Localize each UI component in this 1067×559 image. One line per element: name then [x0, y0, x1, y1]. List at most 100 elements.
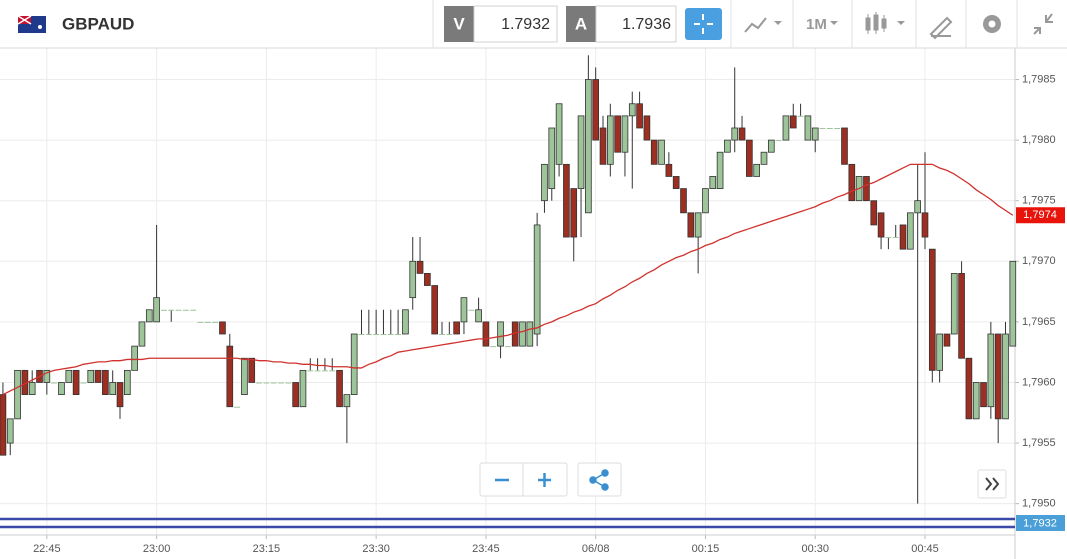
crosshair-icon [694, 14, 713, 34]
candle-body [899, 224, 907, 250]
candle-body [102, 369, 109, 395]
indicator-button[interactable] [865, 12, 905, 34]
candle-body [109, 382, 117, 395]
settings-button[interactable] [983, 15, 1001, 33]
y-tick-label: 1,7970 [1022, 255, 1056, 267]
bid-button[interactable] [444, 6, 474, 42]
candle-body [204, 321, 211, 323]
candle-body [994, 333, 1002, 420]
candle-body [358, 334, 365, 336]
candle-body [226, 345, 234, 408]
candle-body [716, 151, 724, 189]
candle-body [760, 151, 768, 165]
y-tick-label: 1,7965 [1022, 316, 1056, 328]
x-tick-label: 23:00 [143, 543, 171, 555]
candle-body [819, 127, 826, 129]
candle-body [533, 224, 541, 335]
x-tick-label: 06/08 [582, 543, 610, 555]
timeframe-button[interactable]: 1M [806, 16, 827, 33]
candle-body [329, 370, 336, 372]
candle-body [475, 309, 482, 323]
flag-icon [17, 15, 46, 33]
candle-body [980, 382, 987, 408]
candle-body [424, 273, 431, 286]
candle-body [145, 309, 153, 323]
candle-body [753, 163, 761, 177]
candle-body [65, 369, 73, 383]
candle-body [775, 140, 782, 142]
candle-body [1002, 333, 1009, 420]
candle-body [124, 369, 131, 395]
candle-body [153, 297, 160, 323]
candle-body [182, 309, 189, 311]
zoom-in-button[interactable] [538, 473, 551, 487]
candle-body [504, 346, 511, 348]
candle-body [570, 188, 578, 238]
candle-body [160, 309, 167, 311]
bid-tag [1016, 515, 1065, 531]
y-tick-label: 1,7985 [1022, 73, 1056, 85]
candle-body [650, 139, 658, 165]
candle-body [402, 309, 409, 335]
timeframe-caret [830, 21, 838, 25]
candle-body [395, 334, 402, 336]
candle-body [58, 382, 65, 395]
ask-button[interactable] [566, 6, 596, 42]
candle-body [702, 188, 709, 214]
x-tick-label: 23:45 [472, 543, 500, 555]
candle-body [380, 334, 387, 336]
x-tick-label: 23:30 [362, 543, 390, 555]
candle-body [248, 357, 256, 383]
candle-body [672, 176, 680, 189]
candle-body [94, 369, 102, 383]
candle-body [885, 237, 892, 239]
candle-body [321, 370, 328, 372]
moving-average [2, 163, 1014, 396]
candle-body [709, 176, 717, 189]
x-tick-label: 00:30 [801, 543, 829, 555]
candle-body [811, 127, 819, 141]
ma-tag [1016, 207, 1065, 224]
candle-body [278, 382, 284, 384]
candle-body [497, 321, 504, 347]
candle-body [987, 333, 995, 408]
candle-body [804, 115, 812, 141]
draw-button[interactable] [929, 16, 953, 40]
candle-body [782, 115, 790, 141]
share-button[interactable] [577, 462, 622, 497]
share-icon [589, 469, 609, 491]
candle-body [907, 212, 914, 250]
candle-body [841, 127, 848, 165]
candle-body [416, 260, 424, 274]
candle-body [541, 163, 548, 202]
candle-body [789, 115, 797, 129]
candle-body [643, 115, 651, 141]
candle-body [921, 212, 929, 238]
candle-body [738, 127, 746, 141]
candle-body [834, 127, 841, 129]
candle-body [665, 163, 673, 177]
y-tick-label: 1,7975 [1022, 195, 1056, 207]
candle-body [241, 357, 248, 395]
symbol: GBPAUD [62, 14, 134, 33]
candle-body [680, 188, 687, 214]
candle-body [877, 212, 885, 238]
candle-body [299, 369, 307, 408]
candle-body [482, 321, 490, 347]
ask-letter: A [575, 14, 587, 33]
candle-body [190, 309, 197, 311]
candle-body [387, 334, 394, 336]
candle-body [548, 127, 556, 189]
candle-body [1009, 260, 1017, 347]
bid-letter: V [453, 14, 465, 33]
candle-body [365, 334, 372, 336]
candle-body [446, 334, 453, 336]
collapse-button[interactable] [1033, 13, 1053, 35]
candle-body [0, 394, 7, 456]
y-tick-label: 1,7955 [1022, 437, 1056, 449]
candle-body [314, 370, 321, 372]
crosshair-button[interactable] [685, 8, 722, 40]
candle-body [826, 127, 833, 129]
chart-type-button[interactable] [744, 17, 782, 33]
